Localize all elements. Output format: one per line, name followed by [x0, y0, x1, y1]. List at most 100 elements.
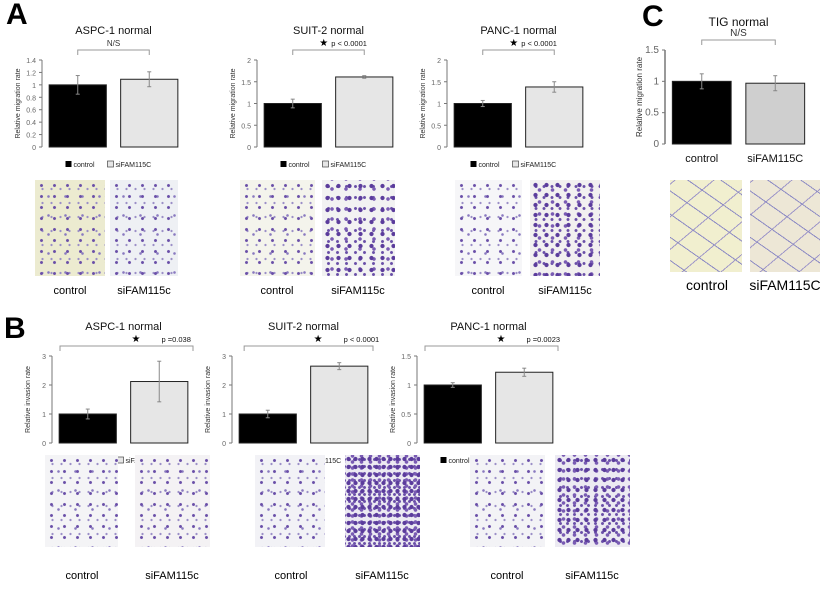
caption-si: siFAM115c [538, 285, 592, 297]
bar-chart: PANC-1 normal Relative migration rate 0 0.5… [420, 25, 584, 169]
significance-bracket [77, 49, 150, 55]
chart-title: PANC-1 normal [450, 321, 526, 333]
micrograph-suit2-si [322, 180, 395, 276]
caption-control: control [490, 570, 524, 582]
y-axis-label: Relative migration rate [230, 68, 237, 138]
legend-label: control [74, 162, 95, 169]
significance-bracket [701, 39, 776, 45]
bar-siFAM115C [335, 76, 394, 148]
significance-bracket [243, 345, 374, 351]
panel-label-a: A [6, 0, 28, 31]
x-tick-label: control [685, 153, 718, 165]
micrograph-aspc1-inv-control [45, 455, 118, 547]
legend-label: siFAM115C [331, 162, 367, 169]
micrograph-panc1-control [455, 180, 522, 276]
y-axis-label: Relative migration rate [635, 56, 644, 137]
star-icon: ★ [497, 334, 506, 345]
y-axis-label: Relative invasion rate [25, 366, 32, 433]
caption-si: siFAM115c [117, 285, 171, 297]
y-axis-label: Relative migration rate [420, 68, 427, 138]
y-tick-label: 0 [653, 139, 659, 150]
y-tick-label: 1 [437, 102, 441, 109]
chart-title: SUIT-2 normal [268, 321, 339, 333]
micrograph-aspc1-inv-si [135, 455, 210, 547]
caption-si: siFAM115c [565, 570, 619, 582]
bar-control [238, 413, 297, 444]
p-value: p < 0.0001 [521, 39, 557, 48]
y-tick-label: 1.5 [645, 45, 659, 56]
y-tick-label: 1.5 [241, 80, 251, 87]
y-tick-label: 1 [32, 83, 36, 90]
p-value: p =0.038 [162, 335, 191, 344]
y-tick-label: 2 [42, 383, 46, 390]
chart-suit2-migration: SUIT-2 normal Relative migration rate 0 0.5… [215, 22, 415, 177]
caption-si: siFAM115c [355, 570, 409, 582]
micrograph-aspc1-control [35, 180, 105, 276]
y-tick-label: 0 [32, 145, 36, 152]
bar-siFAM115C [495, 371, 554, 444]
legend-label: control [449, 458, 470, 465]
chart-tig-migration: TIG normal Relative migration rate 0 0.5 1 1.… [620, 12, 820, 172]
legend-label: control [479, 162, 500, 169]
legend-swatch-si [512, 160, 519, 168]
y-tick-label: 0 [407, 441, 411, 448]
chart-title: ASPC-1 normal [85, 321, 161, 333]
bar-control [263, 103, 322, 148]
y-tick-label: 0.5 [431, 123, 441, 130]
bar-chart: ASPC-1 normal Relative migration rate 0 0.2… [15, 25, 179, 169]
y-axis-label: Relative migration rate [15, 68, 22, 138]
bar-chart: SUIT-2 normal Relative migration rate 0 0.5… [230, 25, 394, 169]
y-tick-label: 0.5 [645, 108, 659, 119]
micrograph-suit2-inv-si [345, 455, 420, 547]
chart-aspc1-invasion: ASPC-1 normal Relative invasion rate 0 1 2 3 ★… [10, 318, 210, 473]
caption-control: control [471, 285, 505, 297]
micrograph-aspc1-si [110, 180, 178, 276]
micrograph-tig-si [750, 180, 820, 272]
star-icon: ★ [314, 334, 323, 345]
y-tick-label: 1 [407, 383, 411, 390]
legend-swatch-control [440, 457, 447, 463]
y-axis-label: Relative invasion rate [205, 366, 212, 433]
significance-bracket [482, 49, 555, 55]
chart-panc1-invasion: PANC-1 normal Relative invasion rate 0 0.5 1… [375, 318, 575, 473]
caption-si: siFAM115c [145, 570, 199, 582]
significance-bracket [59, 345, 194, 351]
y-tick-label: 0.5 [401, 412, 411, 419]
bar-control [453, 103, 512, 148]
p-value: p =0.0023 [527, 335, 561, 344]
chart-panc1-migration: PANC-1 normal Relative migration rate 0 0.5… [405, 22, 605, 177]
y-tick-label: 2 [437, 58, 441, 65]
y-tick-label: 2 [222, 383, 226, 390]
y-tick-label: 1 [653, 76, 659, 87]
chart-title: PANC-1 normal [480, 25, 556, 37]
y-tick-label: 2 [247, 58, 251, 65]
x-tick-label: siFAM115C [747, 153, 803, 165]
bar-siFAM115C [745, 82, 806, 145]
y-tick-label: 0.4 [26, 120, 36, 127]
y-tick-label: 0.2 [26, 133, 36, 140]
p-value: p < 0.0001 [331, 39, 367, 48]
legend-label: siFAM115C [116, 162, 152, 169]
bar-chart: ASPC-1 normal Relative invasion rate 0 1 2 3 ★… [25, 321, 194, 465]
chart-title: ASPC-1 normal [75, 25, 151, 37]
chart-title: SUIT-2 normal [293, 25, 364, 37]
legend-swatch-si [117, 456, 124, 464]
bar-siFAM115C [525, 86, 584, 148]
y-tick-label: 3 [222, 354, 226, 361]
y-tick-label: 0 [437, 145, 441, 152]
bar-control [48, 84, 107, 148]
star-icon: ★ [319, 38, 328, 49]
bar-control [423, 384, 482, 444]
legend-swatch-control [65, 161, 72, 167]
y-tick-label: 1.5 [401, 354, 411, 361]
legend-swatch-control [280, 161, 287, 167]
bar-chart: TIG normal Relative migration rate 0 0.5 1 1.… [635, 15, 806, 165]
y-axis-label: Relative invasion rate [390, 366, 397, 433]
micrograph-panc1-si [530, 180, 600, 276]
micrograph-suit2-control [240, 180, 315, 276]
legend-swatch-si [107, 160, 114, 168]
bar-control [671, 80, 732, 145]
caption-control: control [53, 285, 87, 297]
panel-label-b: B [4, 312, 26, 345]
